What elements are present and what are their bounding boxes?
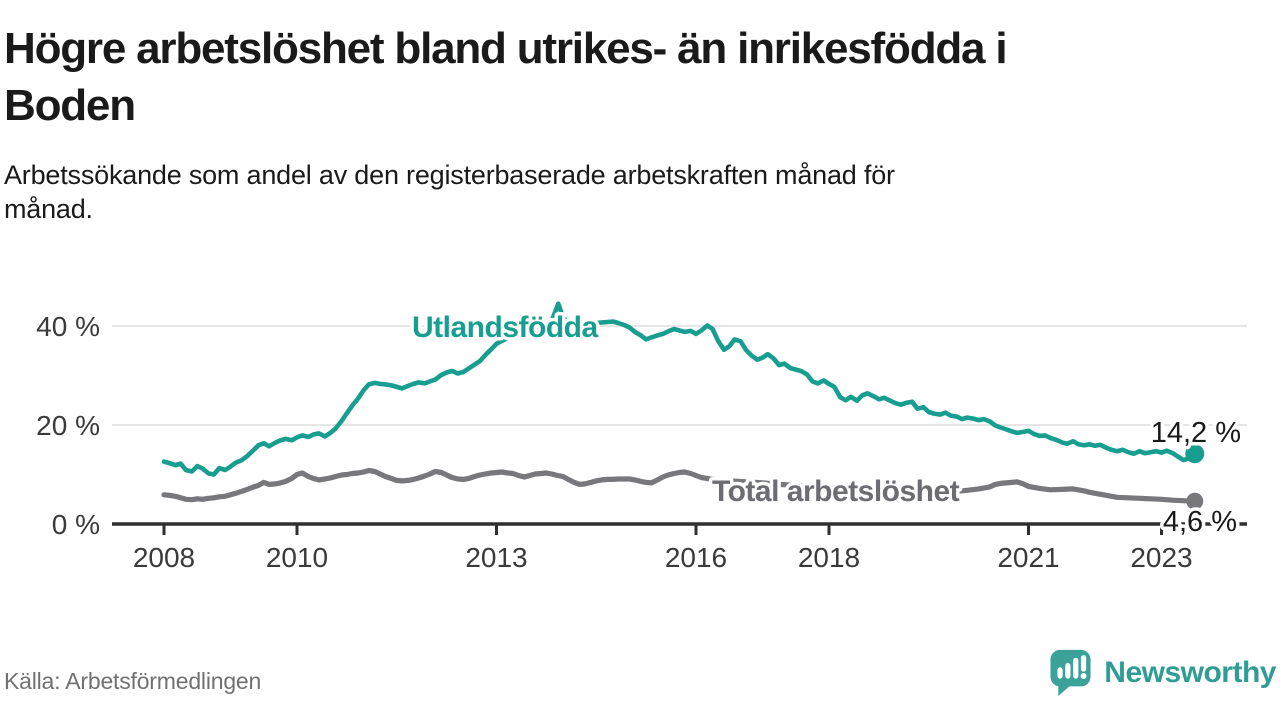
series-label-utlandsfodda: Utlandsfödda (412, 311, 598, 344)
source-note: Källa: Arbetsförmedlingen (4, 668, 262, 694)
newsworthy-wordmark: Newsworthy (1104, 655, 1276, 689)
page-title-line: Boden (4, 81, 136, 130)
value-label-utlandsfodda: 14,2 % (1151, 417, 1241, 449)
page-title: Högre arbetslöshet bland utrikes- än inr… (4, 20, 1008, 134)
x-axis-tick-label: 2013 (465, 542, 527, 573)
y-axis-tick-label: 40 % (36, 311, 100, 342)
series-label-total: Total arbetslöshet (712, 475, 960, 508)
series-end-dot-utlandsfodda (1185, 444, 1205, 464)
value-label-total: 4,6 % (1163, 506, 1237, 538)
series-line-utlandsfodda (161, 301, 1198, 477)
chart-subtitle-line: månad. (4, 194, 93, 224)
series-line-total (161, 467, 1198, 504)
chart-subtitle-line: Arbetssökande som andel av den registerb… (4, 160, 895, 190)
chart-subtitle: Arbetssökande som andel av den registerb… (4, 158, 895, 226)
y-axis-tick-label: 20 % (36, 410, 100, 441)
y-axis-tick-label: 0 % (52, 509, 100, 540)
newsworthy-logo: Newsworthy (1047, 645, 1276, 700)
x-axis-tick-label: 2021 (997, 542, 1059, 573)
page-title-line: Högre arbetslöshet bland utrikes- än inr… (4, 24, 1008, 73)
x-axis-tick-label: 2023 (1130, 542, 1192, 573)
x-axis-tick-label: 2016 (665, 542, 727, 573)
x-axis-tick-label: 2018 (798, 542, 860, 573)
newsworthy-speech-bubble-icon (1050, 649, 1091, 696)
x-axis-tick-label: 2008 (133, 542, 195, 573)
series-end-dot-total (1186, 492, 1204, 510)
x-axis-tick-label: 2010 (266, 542, 328, 573)
